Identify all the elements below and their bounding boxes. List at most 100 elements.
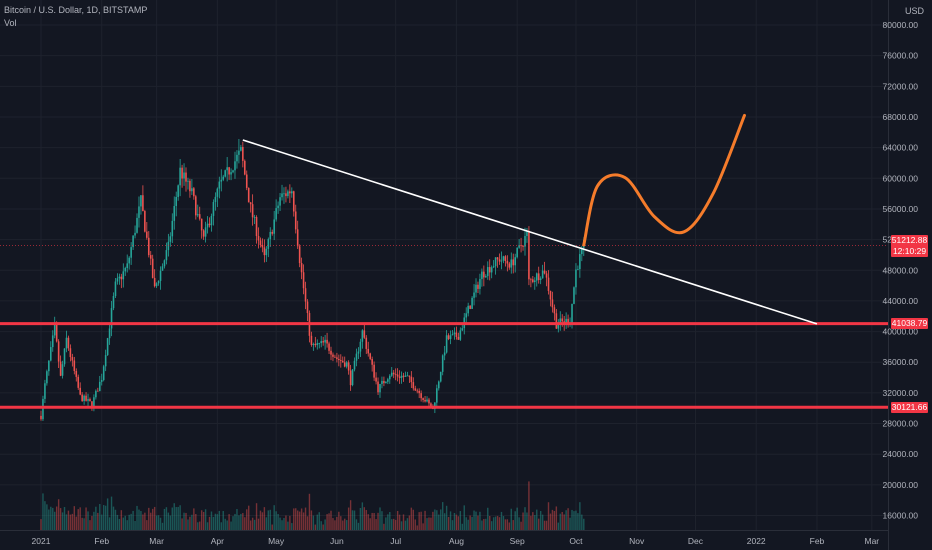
candle-body [465, 313, 468, 318]
candle-body [338, 358, 340, 361]
x-tick-label: May [268, 536, 285, 546]
volume-bar [510, 508, 512, 530]
candle-body [251, 204, 254, 218]
volume-bar [50, 506, 52, 530]
candle-body [457, 336, 460, 340]
volume-bar [73, 506, 76, 530]
candle-body [532, 279, 534, 283]
candle-body [91, 401, 93, 408]
volume-indicator-label[interactable]: Vol [4, 18, 17, 28]
candle-body [44, 383, 46, 399]
volume-bar [367, 514, 369, 530]
volume-bar [179, 505, 181, 530]
volume-bar [150, 512, 152, 530]
volume-bar [265, 517, 268, 530]
volume-bar [330, 510, 332, 530]
volume-bar [42, 493, 44, 530]
volume-bar [467, 519, 469, 530]
volume-bar [340, 516, 342, 530]
volume-bar [222, 510, 224, 530]
volume-bar [236, 508, 238, 530]
volume-bar [432, 511, 434, 530]
candle-body [332, 354, 334, 357]
volume-bar [61, 512, 64, 530]
volume-bar [379, 507, 381, 530]
candle-body [49, 347, 52, 361]
volume-bar [422, 523, 424, 530]
candle-body [67, 337, 70, 349]
candle-body [524, 236, 526, 247]
candle-body [455, 332, 458, 337]
volume-bar [426, 518, 428, 530]
y-tick-label: 76000.00 [883, 51, 919, 61]
candle-body [334, 356, 336, 358]
candle-body [381, 380, 383, 384]
volume-bar [463, 505, 465, 530]
y-tick-label: 36000.00 [883, 357, 919, 367]
volume-bar [394, 519, 397, 530]
candle-body [498, 259, 501, 262]
candle-body [471, 297, 473, 309]
candle-body [291, 191, 293, 194]
volume-bar [101, 514, 103, 530]
volume-bar [528, 481, 530, 530]
candle-body [559, 318, 562, 325]
x-tick-label: Jul [390, 536, 401, 546]
candle-body [114, 281, 117, 297]
volume-bar [263, 507, 266, 530]
volume-bar [291, 523, 293, 530]
volume-bar [518, 517, 520, 530]
volume-bar [159, 517, 162, 530]
y-tick-label: 28000.00 [883, 419, 919, 429]
volume-bar [410, 507, 413, 530]
volume-bar [385, 517, 387, 530]
volume-bar [485, 518, 487, 530]
volume-bar [567, 508, 569, 530]
candle-body [210, 215, 213, 226]
volume-bar [349, 500, 352, 530]
volume-bar [300, 508, 303, 530]
candle-body [424, 399, 426, 402]
candle-body [567, 318, 569, 325]
volume-bar [357, 522, 360, 530]
candle-body [289, 191, 291, 194]
candle-body [269, 231, 272, 240]
candle-body [535, 273, 538, 281]
x-tick-label: 2021 [32, 536, 51, 546]
candle-body [112, 296, 115, 309]
candle-body [349, 370, 352, 386]
volume-bar [428, 517, 430, 530]
y-tick-label: 24000.00 [883, 449, 919, 459]
candle-body [449, 335, 452, 340]
volume-bar [79, 507, 81, 530]
candle-body [136, 217, 138, 233]
candle-body [461, 328, 464, 331]
volume-bar [490, 521, 493, 530]
volume-bar [83, 518, 85, 530]
volume-bar [316, 514, 318, 530]
volume-bar [487, 507, 489, 530]
candle-body [318, 343, 321, 344]
candle-body [434, 402, 436, 409]
candle-body [173, 205, 176, 221]
volume-bar [489, 515, 491, 530]
candle-body [545, 273, 548, 278]
candle-body [347, 362, 350, 371]
volume-bar [320, 521, 322, 530]
candle-body [102, 366, 105, 380]
volume-bar [136, 505, 138, 530]
volume-bar [65, 514, 68, 530]
candle-body [142, 195, 144, 212]
candle-body [267, 239, 270, 249]
candle-body [371, 358, 373, 365]
volume-bar [345, 520, 348, 530]
y-tick-label: 20000.00 [883, 480, 919, 490]
volume-bar [146, 520, 148, 530]
candle-body [285, 193, 287, 197]
volume-bar [361, 502, 364, 530]
volume-bar [142, 514, 144, 530]
volume-bar [295, 508, 297, 530]
candle-body [430, 403, 432, 409]
candle-body [232, 170, 234, 173]
